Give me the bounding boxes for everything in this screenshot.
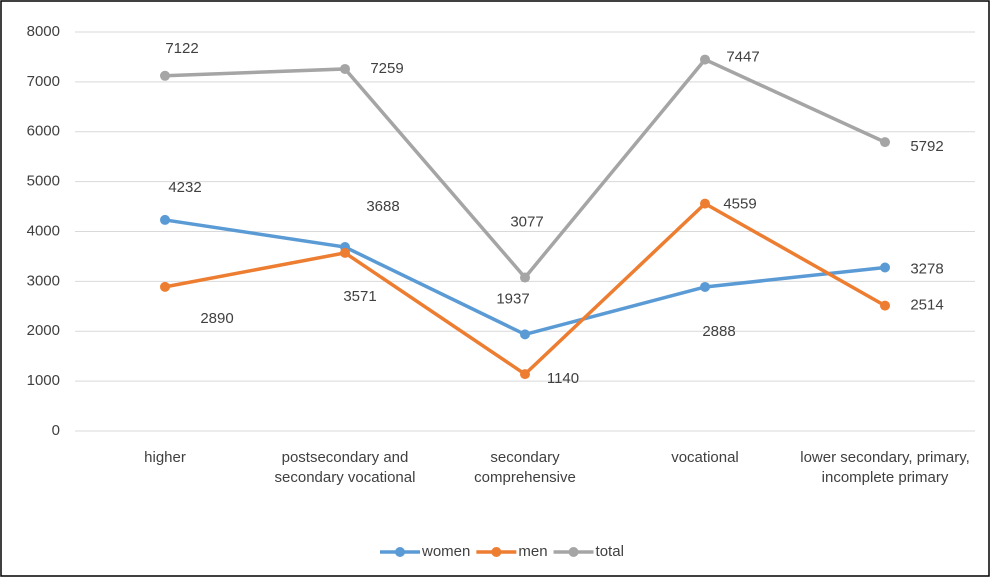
x-tick-label: postsecondary and secondary vocational <box>274 449 416 486</box>
data-label: 3571 <box>343 288 376 305</box>
legend-label: men <box>518 543 547 560</box>
data-label: 4232 <box>168 179 201 196</box>
point <box>520 272 530 283</box>
y-tick-label: 4000 <box>27 222 60 239</box>
data-label: 1140 <box>547 370 579 387</box>
legend-label: women <box>421 543 470 560</box>
point <box>160 214 170 225</box>
y-tick-label: 2000 <box>27 322 60 339</box>
point <box>880 137 890 148</box>
y-tick-label: 6000 <box>27 123 60 140</box>
x-tick-label: secondary comprehensive <box>474 449 576 486</box>
y-tick-label: 5000 <box>27 173 60 190</box>
point <box>700 198 710 209</box>
data-label: 2890 <box>200 310 233 327</box>
point <box>340 63 350 74</box>
data-label: 2514 <box>910 297 943 314</box>
point <box>520 369 530 380</box>
data-label: 3077 <box>510 214 543 231</box>
data-label: 3278 <box>910 260 943 277</box>
data-label: 2888 <box>702 323 735 340</box>
legend-marker <box>568 547 579 557</box>
point <box>160 70 170 81</box>
point <box>880 300 890 311</box>
legend-marker <box>491 547 502 557</box>
y-tick-label: 7000 <box>27 73 60 90</box>
legend-label: total <box>596 543 624 560</box>
x-tick-label: lower secondary, primary, incomplete pri… <box>800 449 970 486</box>
data-label: 4559 <box>723 196 756 213</box>
point <box>340 247 350 258</box>
y-tick-label: 1000 <box>27 372 60 389</box>
y-tick-label: 8000 <box>27 23 60 40</box>
data-label: 3688 <box>366 198 399 215</box>
y-tick-label: 0 <box>52 422 60 439</box>
point <box>520 329 530 340</box>
data-label: 7122 <box>165 40 198 57</box>
x-tick-label: higher <box>144 449 186 466</box>
point <box>160 281 170 292</box>
data-label: 1937 <box>496 290 529 307</box>
point <box>700 281 710 292</box>
data-label: 7259 <box>370 60 403 77</box>
data-label: 7447 <box>726 49 759 66</box>
point <box>880 262 890 273</box>
y-tick-label: 3000 <box>27 272 60 289</box>
data-label: 5792 <box>910 138 943 155</box>
point <box>700 54 710 65</box>
x-tick-label: vocational <box>671 449 739 466</box>
legend-marker <box>395 547 405 557</box>
